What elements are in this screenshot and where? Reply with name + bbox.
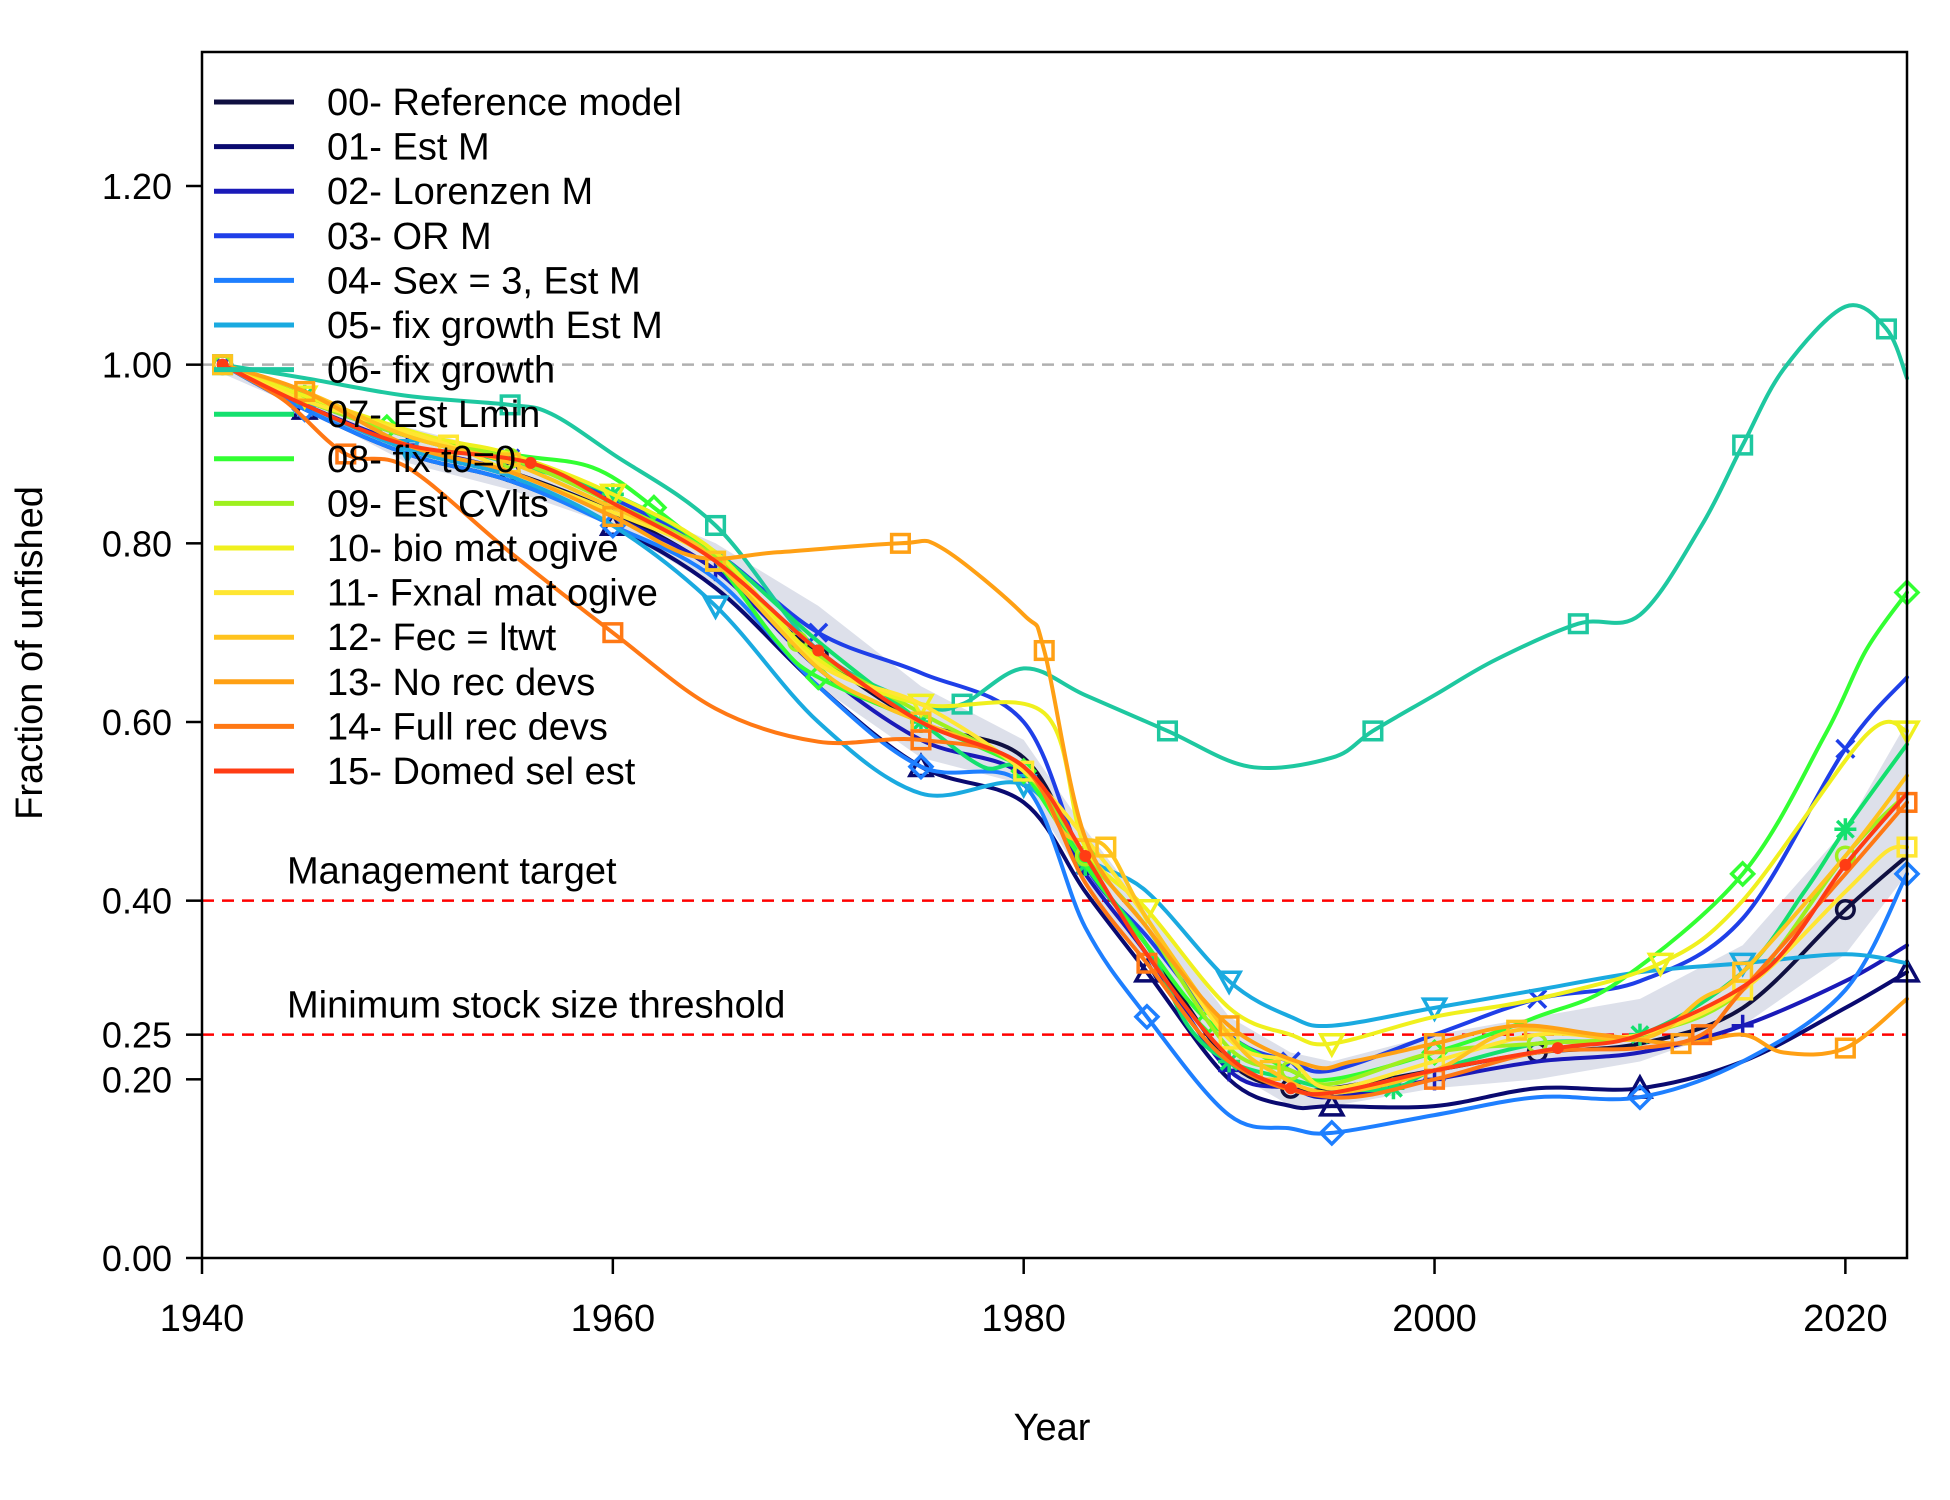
data-point bbox=[1317, 1033, 1346, 1059]
y-tick-label: 1.20 bbox=[102, 166, 172, 207]
reference-lines-layer: Management target Minimum stock size thre… bbox=[202, 363, 1907, 1036]
data-point bbox=[1218, 1028, 1240, 1050]
x-axis-label: Year bbox=[1014, 1407, 1091, 1449]
data-point bbox=[1420, 997, 1449, 1023]
data-point bbox=[1284, 1082, 1297, 1095]
reference-line-label: Management target bbox=[287, 851, 617, 893]
data-point bbox=[910, 729, 932, 751]
data-point bbox=[1839, 858, 1852, 871]
data-point bbox=[393, 438, 422, 465]
legend-entry: 13- No rec devs bbox=[327, 662, 595, 704]
x-tick-label: 2000 bbox=[1392, 1298, 1477, 1340]
data-point bbox=[1318, 1119, 1346, 1147]
data-point bbox=[889, 532, 911, 554]
data-point bbox=[1259, 1059, 1281, 1081]
data-point bbox=[705, 514, 727, 537]
data-point bbox=[1875, 318, 1898, 340]
data-point bbox=[1732, 961, 1754, 983]
x-tick-label: 2020 bbox=[1803, 1298, 1888, 1340]
legend-entry: 00- Reference model bbox=[327, 82, 682, 124]
series-line bbox=[220, 303, 1909, 771]
y-tick-label: 0.60 bbox=[102, 702, 172, 743]
legend-entry: 05- fix growth Est M bbox=[327, 305, 663, 347]
series-group bbox=[220, 362, 1909, 1071]
series-layer bbox=[211, 303, 1921, 1147]
data-point bbox=[1691, 1024, 1713, 1046]
series-line bbox=[220, 362, 1909, 1083]
data-point bbox=[907, 753, 935, 781]
legend-entry: 15- Domed sel est bbox=[327, 751, 636, 793]
series-line bbox=[220, 362, 1909, 1136]
data-point bbox=[1423, 1033, 1446, 1055]
y-tick-label: 0.40 bbox=[102, 881, 172, 922]
series-line bbox=[220, 362, 1909, 1071]
series-line bbox=[220, 362, 1909, 1100]
legend-entry: 12- Fec = ltwt bbox=[327, 617, 557, 659]
data-point bbox=[1567, 613, 1589, 635]
data-point bbox=[1626, 1083, 1654, 1111]
legend-entry: 11- Fxnal mat ogive bbox=[327, 573, 658, 615]
x-tick-label: 1960 bbox=[571, 1298, 656, 1340]
data-point bbox=[1551, 1042, 1564, 1055]
legend-entry: 04- Sex = 3, Est M bbox=[327, 260, 641, 302]
data-point bbox=[602, 622, 624, 644]
data-point bbox=[524, 456, 537, 469]
legend-entry: 06- fix growth bbox=[327, 350, 555, 392]
data-point bbox=[1215, 970, 1244, 996]
legend-entry: 02- Lorenzen M bbox=[327, 171, 593, 213]
data-point bbox=[1834, 1037, 1856, 1059]
data-point bbox=[1732, 434, 1754, 456]
legend-entry: 08- fix t0=0 bbox=[327, 439, 516, 481]
legend-entry: 09- Est CVlts bbox=[327, 483, 549, 525]
data-point bbox=[1506, 1019, 1528, 1041]
data-point bbox=[1362, 720, 1384, 742]
data-point bbox=[1079, 850, 1092, 862]
data-point bbox=[705, 550, 727, 572]
y-tick-label: 1.00 bbox=[102, 345, 172, 386]
data-point bbox=[640, 494, 668, 522]
legend-entry: 03- OR M bbox=[327, 216, 492, 258]
series-line bbox=[220, 362, 1909, 1095]
data-point bbox=[1095, 836, 1117, 858]
data-point bbox=[1834, 899, 1856, 921]
data-point bbox=[1218, 1015, 1240, 1037]
legend-entry: 14- Full rec devs bbox=[327, 706, 608, 748]
x-tick-label: 1980 bbox=[981, 1298, 1066, 1340]
data-point bbox=[1133, 1003, 1161, 1031]
plot-frame bbox=[200, 50, 1909, 1260]
y-tick-label: 0.25 bbox=[102, 1015, 172, 1056]
data-point bbox=[1729, 860, 1757, 888]
data-point bbox=[1013, 760, 1035, 782]
legend-entry: 01- Est M bbox=[327, 127, 490, 169]
data-point bbox=[1156, 720, 1179, 742]
data-point bbox=[1646, 952, 1675, 978]
data-point bbox=[1033, 639, 1055, 662]
legend-entry: 10- bio mat ogive bbox=[327, 528, 619, 570]
legend-entry: 07- Est Lmin bbox=[327, 394, 540, 436]
y-tick-label: 0.20 bbox=[102, 1059, 172, 1100]
y-tick-label: 0.80 bbox=[102, 523, 172, 564]
data-point bbox=[499, 394, 521, 416]
data-point bbox=[602, 505, 624, 528]
axes-layer: 1940 1960 1980 2000 2020 0.00 0.200.25 0.40 0.60… bbox=[102, 50, 1909, 1340]
data-point bbox=[701, 595, 730, 621]
y-axis-label: Fraction of unfished bbox=[9, 486, 51, 820]
reference-line-label: Minimum stock size threshold bbox=[287, 985, 785, 1027]
series-line bbox=[220, 362, 1909, 1097]
data-point bbox=[1317, 1091, 1346, 1117]
data-point bbox=[1009, 773, 1038, 800]
x-tick-label: 1940 bbox=[160, 1298, 245, 1340]
data-point bbox=[294, 380, 316, 403]
y-tick-label: 0.00 bbox=[102, 1238, 172, 1279]
data-point bbox=[211, 354, 234, 376]
data-point bbox=[335, 443, 357, 465]
data-point bbox=[598, 483, 627, 509]
data-point bbox=[812, 644, 825, 657]
data-point bbox=[1834, 818, 1857, 841]
